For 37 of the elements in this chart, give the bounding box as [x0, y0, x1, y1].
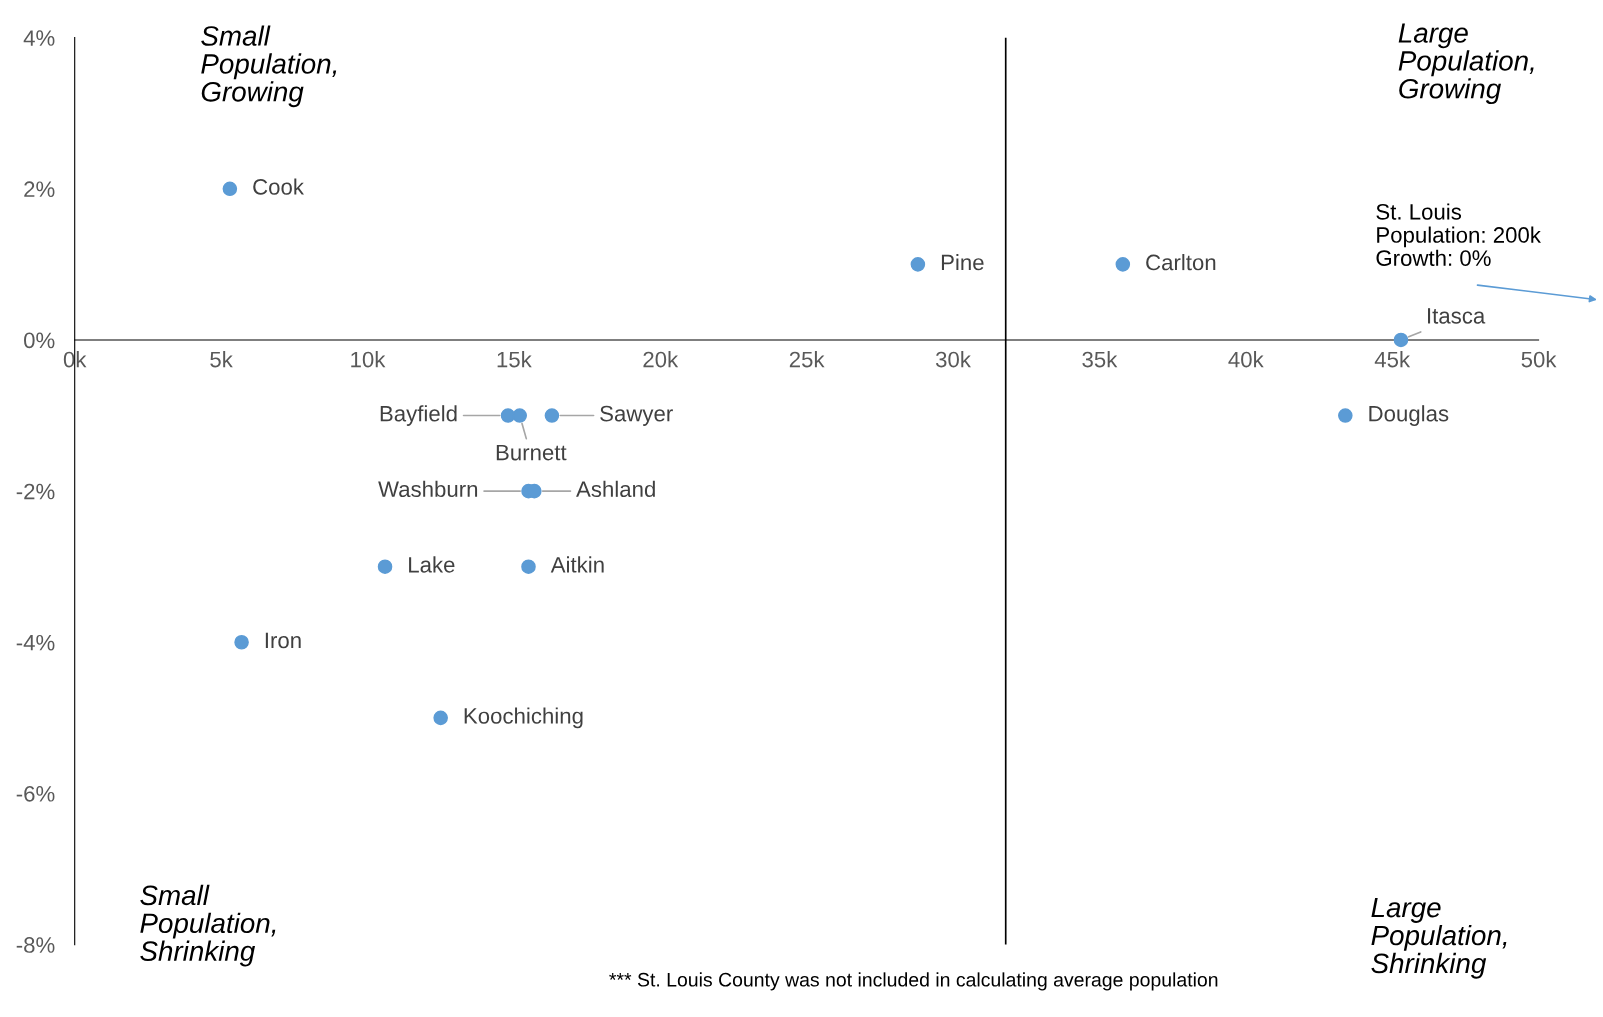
annotation: Lake [409, 556, 455, 573]
x-tick-label: 25k [789, 351, 825, 368]
y-tick-label: 4% [23, 30, 55, 46]
x-tick-label: 5k [210, 351, 233, 368]
annotation: Washburn [378, 480, 478, 498]
annotation: Ashland [576, 480, 655, 498]
x-tick-label: 20k [643, 351, 679, 368]
x-tick-label: 15k [497, 351, 532, 368]
annotation: Large Population, Growing [1398, 23, 1534, 105]
annotation: Cook [253, 178, 304, 195]
annotation: Small Population, Shrinking [140, 884, 276, 967]
annotation: Small Population, Growing [201, 25, 337, 108]
text: *** St. Louis County was not included in calculating average population [609, 972, 1218, 991]
x-tick-label: 40k [1228, 351, 1264, 368]
annotation: Douglas [1369, 405, 1449, 426]
x-tick-label: 35k [1082, 351, 1118, 368]
annotation: Itasca [1428, 308, 1486, 324]
annotation: Iron [265, 632, 301, 649]
annotation: Pine [941, 254, 984, 271]
annotation: Bayfield [380, 405, 457, 426]
x-tick-label: 50k [1521, 351, 1557, 368]
y-tick-label: -2% [16, 483, 55, 500]
y-tick-label: 0% [24, 332, 55, 349]
annotation: Large Population, Shrinking [1371, 898, 1507, 979]
y-tick-label: -6% [16, 785, 55, 802]
annotation: Aitkin [550, 556, 604, 573]
annotation: Carlton [1146, 254, 1216, 271]
x-tick-label: 10k [351, 351, 386, 368]
y-tick-label: -4% [16, 634, 55, 651]
x-tick-label: 30k [935, 351, 971, 368]
annotation: Sawyer [600, 405, 673, 426]
y-tick-label: 2% [24, 181, 55, 197]
y-tick-label: -8% [16, 937, 55, 953]
x-tick-label: 45k [1374, 351, 1411, 368]
annotation: St. Louis Population: 200k Growth: 0% [1376, 203, 1541, 266]
annotation: Burnett [496, 444, 567, 461]
annotation: Koochiching [464, 707, 583, 729]
